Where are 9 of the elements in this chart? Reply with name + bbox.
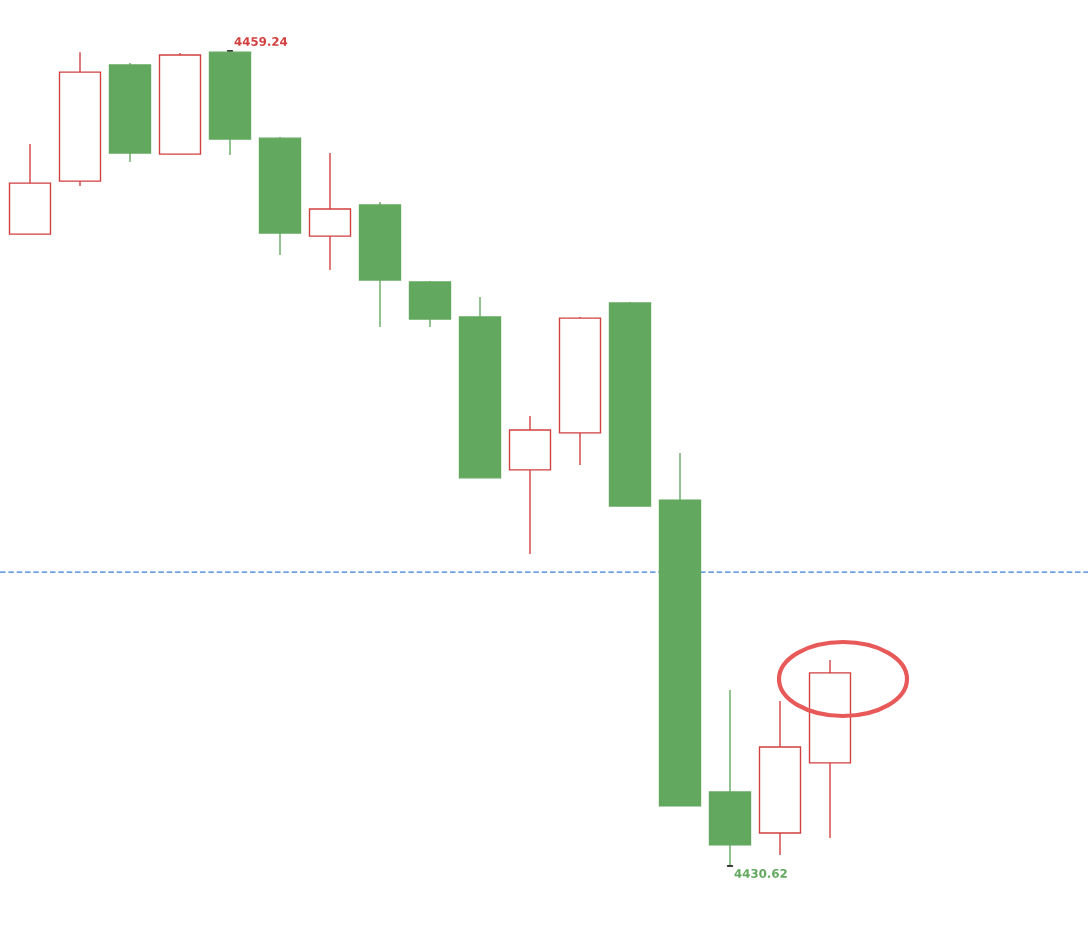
candlestick [808,659,852,839]
candlestick [358,201,402,328]
text: 4459.24 [234,37,288,46]
text: 4430.62 [734,868,787,878]
candlestick [508,415,552,555]
candlestick [308,152,352,271]
candlestick [758,700,802,856]
candlestick [58,51,102,187]
candlestick [708,689,752,866]
